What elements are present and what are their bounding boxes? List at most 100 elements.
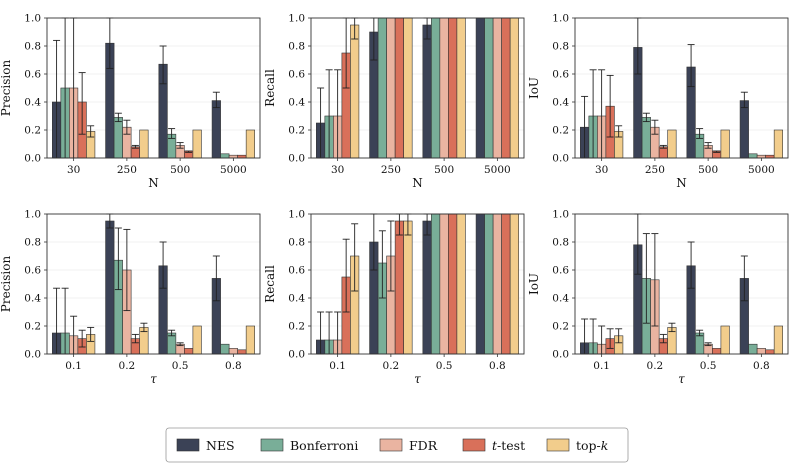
x-tick-label: 30 [67, 164, 80, 176]
bar-bonferroni-0.5 [431, 213, 441, 355]
bar-topk-500 [192, 129, 202, 159]
bar-topk-0.8 [245, 325, 255, 355]
x-tick-label: 250 [117, 164, 137, 176]
bar-bonferroni-5000 [220, 153, 230, 159]
y-tick-label: 0.2 [288, 125, 305, 137]
bar-ttest-0.2 [394, 220, 404, 355]
bar-ttest-5000 [501, 17, 511, 159]
x-tick-label: 5000 [484, 164, 511, 176]
bar-nes-0.2 [105, 220, 115, 355]
bar-topk-500 [720, 129, 730, 159]
y-tick-label: 0.8 [552, 41, 569, 53]
y-tick-label: 0.4 [24, 97, 41, 109]
x-tick-label: 5000 [220, 164, 247, 176]
legend-label-nes: NES [206, 438, 235, 453]
x-axis-label: τ [414, 372, 421, 386]
y-tick-label: 0.4 [24, 293, 41, 305]
x-tick-label: 0.1 [593, 360, 610, 372]
bar-ttest-500 [448, 17, 458, 159]
y-tick-label: 1.0 [288, 13, 305, 25]
x-tick-label: 500 [434, 164, 454, 176]
bar-fdr-0.5 [439, 213, 449, 355]
y-tick-label: 0.8 [288, 237, 305, 249]
bar-topk-0.5 [192, 325, 202, 355]
bar-ttest-0.5 [448, 213, 458, 355]
x-axis-label: τ [150, 372, 157, 386]
x-axis-label: τ [678, 372, 685, 386]
bar-topk-0.5 [720, 325, 730, 355]
legend-label-topk: top-k [576, 438, 608, 453]
bar-nes-0.5 [422, 220, 432, 355]
y-tick-label: 0.0 [288, 349, 305, 361]
x-tick-label: 0.1 [329, 360, 346, 372]
y-tick-label: 1.0 [24, 209, 41, 221]
bar-ttest-0.8 [237, 349, 247, 355]
y-tick-label: 0.0 [24, 153, 41, 165]
bar-nes-0.8 [475, 213, 485, 355]
bar-topk-0.5 [456, 213, 466, 355]
plot-frame [46, 213, 261, 355]
bar-ttest-0.8 [765, 349, 775, 355]
x-tick-label: 250 [645, 164, 665, 176]
y-tick-label: 0.6 [288, 265, 305, 277]
bar-bonferroni-5000 [484, 17, 494, 159]
y-tick-label: 0.0 [552, 349, 569, 361]
plot-frame [574, 213, 789, 355]
legend-swatch-fdr [379, 438, 403, 452]
bar-bonferroni-250 [377, 17, 387, 159]
x-axis-label: N [148, 176, 159, 190]
x-tick-label: 250 [381, 164, 401, 176]
y-axis-label: Recall [263, 69, 277, 107]
x-tick-label: 0.8 [753, 360, 770, 372]
x-tick-label: 0.5 [700, 360, 717, 372]
bar-fdr-250 [386, 17, 396, 159]
y-tick-label: 0.4 [552, 293, 569, 305]
bar-nes-5000 [739, 100, 749, 159]
x-tick-label: 0.2 [383, 360, 400, 372]
bar-topk-5000 [773, 129, 783, 159]
bar-ttest-0.8 [501, 213, 511, 355]
y-tick-label: 0.6 [552, 69, 569, 81]
plot-frame [46, 17, 261, 159]
bar-ttest-0.5 [184, 348, 194, 355]
bar-bonferroni-0.8 [748, 343, 758, 355]
y-tick-label: 1.0 [552, 13, 569, 25]
y-tick-label: 0.8 [24, 41, 41, 53]
bar-bonferroni-0.8 [220, 343, 230, 355]
legend-label-ttest: t-test [492, 438, 525, 453]
y-axis-label: IoU [527, 273, 541, 295]
y-tick-label: 0.2 [552, 321, 569, 333]
bar-topk-250 [403, 17, 413, 159]
bar-bonferroni-500 [431, 17, 441, 159]
chart-panel-3: 0.0 0.2 0.4 0.6 0.8 1.0 30 250 500 5000 N IoU [527, 13, 789, 190]
bar-bonferroni-250 [641, 117, 651, 159]
bar-fdr-0.8 [756, 348, 766, 355]
chart-panel-2: 0.0 0.2 0.4 0.6 0.8 1.0 30 250 500 5000 N Recall [263, 13, 525, 190]
y-tick-label: 0.0 [24, 349, 41, 361]
x-tick-label: 0.2 [647, 360, 664, 372]
chart-panel-1: 0.0 0.2 0.4 0.6 0.8 1.0 30 250 500 5000 N Precision [0, 13, 261, 190]
x-tick-label: 0.2 [119, 360, 136, 372]
bar-topk-0.8 [509, 213, 519, 355]
chart-panel-5: 0.0 0.2 0.4 0.6 0.8 1.0 0.1 0.2 0.5 0.8 τ Recall [263, 209, 525, 386]
y-tick-label: 0.0 [288, 153, 305, 165]
bar-fdr-500 [439, 17, 449, 159]
y-tick-label: 0.8 [24, 237, 41, 249]
bar-bonferroni-5000 [748, 153, 758, 159]
x-tick-label: 0.1 [65, 360, 82, 372]
y-tick-label: 0.6 [24, 69, 41, 81]
y-tick-label: 0.2 [24, 125, 41, 137]
y-axis-label: Precision [0, 60, 13, 117]
y-tick-label: 0.2 [288, 321, 305, 333]
y-tick-label: 0.2 [24, 321, 41, 333]
y-tick-label: 0.4 [288, 293, 305, 305]
chart-panel-4: 0.0 0.2 0.4 0.6 0.8 1.0 0.1 0.2 0.5 0.8 τ Precision [0, 209, 261, 386]
plot-frame [310, 213, 525, 355]
x-tick-label: 500 [170, 164, 190, 176]
y-tick-label: 0.6 [288, 69, 305, 81]
bar-topk-0.8 [773, 325, 783, 355]
y-tick-label: 0.8 [288, 41, 305, 53]
y-tick-label: 1.0 [288, 209, 305, 221]
y-axis-label: IoU [527, 77, 541, 99]
